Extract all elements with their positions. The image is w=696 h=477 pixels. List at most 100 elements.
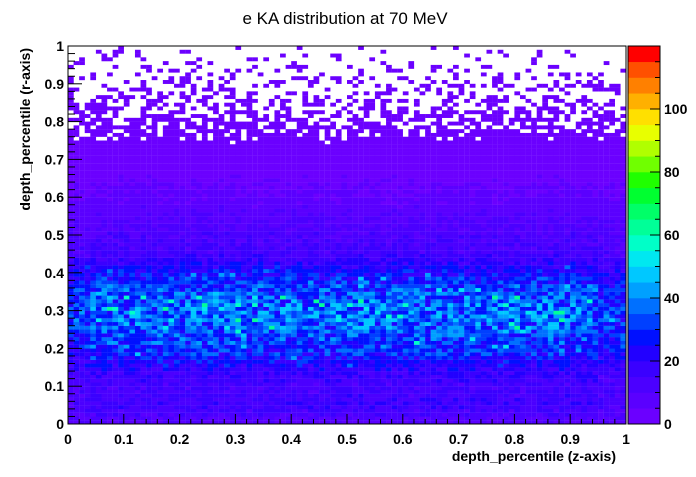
heatmap-cell bbox=[358, 359, 364, 364]
heatmap-cell bbox=[464, 242, 470, 247]
heatmap-cell bbox=[352, 382, 359, 387]
heatmap-cell bbox=[218, 386, 225, 391]
heatmap-cell bbox=[190, 246, 197, 251]
heatmap-cell bbox=[330, 382, 336, 387]
heatmap-cell bbox=[118, 257, 124, 262]
heatmap-cell bbox=[581, 291, 588, 296]
heatmap-cell bbox=[441, 250, 448, 255]
heatmap-cell bbox=[140, 310, 147, 315]
heatmap-cell bbox=[519, 321, 526, 326]
heatmap-cell bbox=[224, 295, 230, 300]
heatmap-cell bbox=[614, 371, 621, 376]
heatmap-cell bbox=[542, 310, 549, 315]
heatmap-cell bbox=[123, 401, 130, 406]
heatmap-cell bbox=[581, 333, 588, 338]
heatmap-cell bbox=[84, 393, 91, 398]
heatmap-cell bbox=[564, 408, 571, 413]
heatmap-cell bbox=[84, 333, 91, 338]
heatmap-cell bbox=[229, 257, 236, 262]
heatmap-cell bbox=[324, 310, 331, 315]
heatmap-cell bbox=[201, 321, 208, 326]
heatmap-cell bbox=[380, 420, 387, 425]
heatmap-cell bbox=[347, 405, 353, 410]
heatmap-cell bbox=[464, 333, 470, 338]
heatmap-cell bbox=[107, 408, 113, 413]
heatmap-cell bbox=[419, 314, 426, 319]
heatmap-cell bbox=[207, 318, 214, 323]
heatmap-cell bbox=[592, 303, 599, 307]
heatmap-cell bbox=[525, 306, 532, 311]
heatmap-cell bbox=[185, 265, 191, 270]
heatmap-cell bbox=[347, 238, 353, 243]
heatmap-cell bbox=[268, 329, 275, 334]
heatmap-cell bbox=[319, 397, 325, 402]
heatmap-cell bbox=[492, 314, 498, 319]
heatmap-cell bbox=[464, 276, 470, 281]
heatmap-cell bbox=[453, 325, 459, 330]
heatmap-cell bbox=[257, 397, 264, 402]
heatmap-cell bbox=[68, 280, 74, 285]
heatmap-cell bbox=[492, 340, 498, 345]
heatmap-cell bbox=[313, 306, 320, 311]
heatmap-cell bbox=[547, 325, 554, 330]
heatmap-cell bbox=[531, 265, 537, 270]
heatmap-cell bbox=[430, 250, 437, 255]
heatmap-cell bbox=[525, 382, 532, 387]
heatmap-cell bbox=[397, 318, 403, 323]
heatmap-cell bbox=[341, 291, 348, 296]
heatmap-cell bbox=[68, 238, 74, 243]
heatmap-cell bbox=[129, 389, 136, 394]
heatmap-cell bbox=[363, 382, 370, 387]
heatmap-cell bbox=[123, 371, 130, 376]
heatmap-cell bbox=[363, 314, 370, 319]
heatmap-cell bbox=[397, 337, 403, 341]
heatmap-cell bbox=[475, 363, 482, 368]
heatmap-cell bbox=[525, 314, 532, 319]
heatmap-cell bbox=[213, 280, 219, 285]
heatmap-cell bbox=[162, 333, 169, 338]
heatmap-cell bbox=[235, 246, 242, 251]
heatmap-cell bbox=[469, 405, 476, 410]
heatmap-cell bbox=[419, 408, 426, 413]
heatmap-cell bbox=[374, 355, 381, 360]
heatmap-cell bbox=[363, 238, 370, 243]
heatmap-cell bbox=[575, 280, 582, 285]
heatmap-cell bbox=[480, 314, 487, 319]
heatmap-cell bbox=[330, 272, 336, 277]
heatmap-cell bbox=[213, 340, 219, 345]
heatmap-cell bbox=[218, 329, 225, 334]
heatmap-cell bbox=[469, 340, 476, 345]
heatmap-cell bbox=[609, 405, 615, 410]
heatmap-cell bbox=[168, 287, 175, 292]
heatmap-cell bbox=[413, 287, 420, 292]
heatmap-cell bbox=[134, 250, 141, 255]
heatmap-cell bbox=[341, 367, 348, 372]
heatmap-cell bbox=[112, 401, 119, 406]
heatmap-cell bbox=[229, 344, 236, 349]
heatmap-cell bbox=[274, 355, 281, 360]
heatmap-cell bbox=[508, 393, 515, 398]
heatmap-cell bbox=[95, 386, 102, 391]
heatmap-cell bbox=[480, 306, 487, 311]
heatmap-cell bbox=[603, 253, 610, 258]
heatmap-cell bbox=[201, 371, 208, 376]
heatmap-cell bbox=[542, 408, 549, 413]
heatmap-cell bbox=[224, 374, 230, 379]
heatmap-cell bbox=[319, 284, 325, 289]
heatmap-cell bbox=[397, 284, 403, 289]
heatmap-cell bbox=[363, 261, 370, 266]
heatmap-cell bbox=[464, 382, 470, 387]
heatmap-cell bbox=[324, 238, 331, 243]
heatmap-cell bbox=[363, 250, 370, 255]
heatmap-cell bbox=[391, 329, 398, 334]
heatmap-cell bbox=[402, 371, 409, 376]
heatmap-cell bbox=[458, 408, 465, 413]
heatmap-cell bbox=[620, 359, 627, 364]
heatmap-cell bbox=[268, 284, 275, 289]
heatmap-cell bbox=[581, 401, 588, 406]
heatmap-cell bbox=[441, 235, 448, 239]
heatmap-cell bbox=[280, 291, 286, 296]
heatmap-cell bbox=[129, 382, 136, 387]
heatmap-cell bbox=[386, 352, 392, 357]
heatmap-cell bbox=[391, 235, 398, 239]
